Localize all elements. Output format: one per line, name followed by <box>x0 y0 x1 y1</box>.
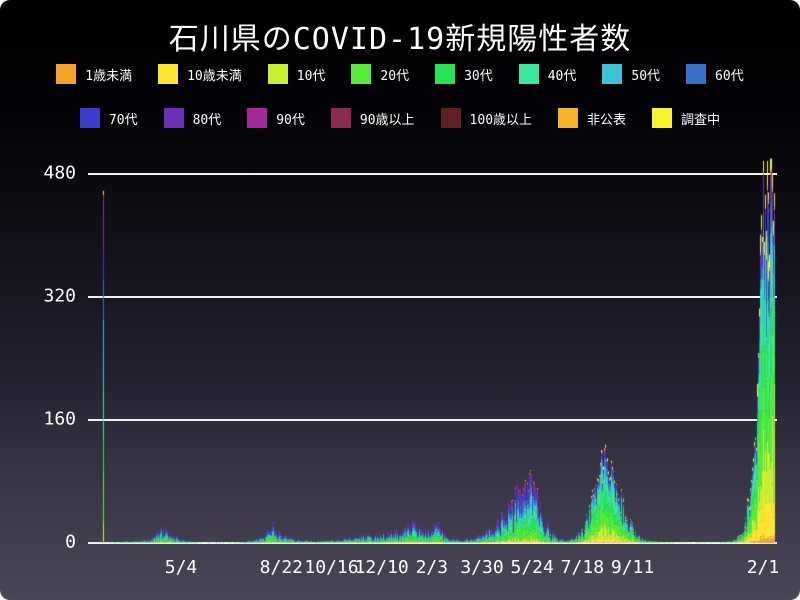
chart-frame: 石川県のCOVID-19新規陽性者数 1歳未満10歳未満10代20代30代40代… <box>0 0 800 600</box>
stacked-bars-canvas <box>0 0 800 600</box>
